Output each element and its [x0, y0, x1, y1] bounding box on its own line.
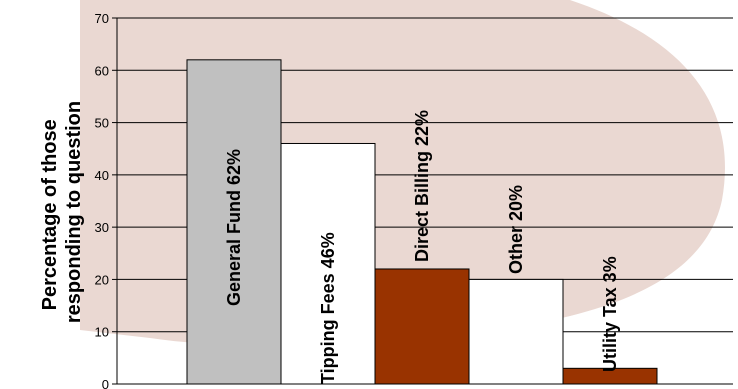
y-tick-label: 20 — [95, 272, 109, 287]
bar-label: Utility Tax 3% — [600, 256, 620, 372]
bars — [186, 59, 658, 385]
y-axis-label: Percentage of those responding to questi… — [39, 101, 85, 323]
y-tick-label: 40 — [95, 168, 109, 183]
y-tick-label: 70 — [95, 11, 109, 26]
y-tick-labels: 0 10 20 30 40 50 60 70 — [95, 11, 109, 389]
y-tick-label: 60 — [95, 63, 109, 78]
y-tick-label: 0 — [102, 377, 109, 389]
y-tick-label: 10 — [95, 325, 109, 340]
y-tick-label: 50 — [95, 116, 109, 131]
bar-other — [468, 278, 564, 385]
bar-general-fund — [186, 59, 282, 385]
bar-tipping-fees — [280, 142, 376, 385]
bar-label: General Fund 62% — [224, 149, 244, 306]
bar-direct-billing — [374, 268, 470, 385]
axes — [112, 17, 733, 385]
bar-label: Other 20% — [506, 185, 526, 274]
y-axis-label-line-1: Percentage of those — [39, 119, 61, 310]
y-tick-label: 30 — [95, 220, 109, 235]
bar-label: Direct Billing 22% — [412, 110, 432, 262]
bar-label: Tipping Fees 46% — [318, 232, 338, 384]
bar-labels: General Fund 62% Tipping Fees 46% Direct B… — [224, 110, 620, 384]
y-axis-label-line-2: responding to question — [63, 101, 85, 323]
